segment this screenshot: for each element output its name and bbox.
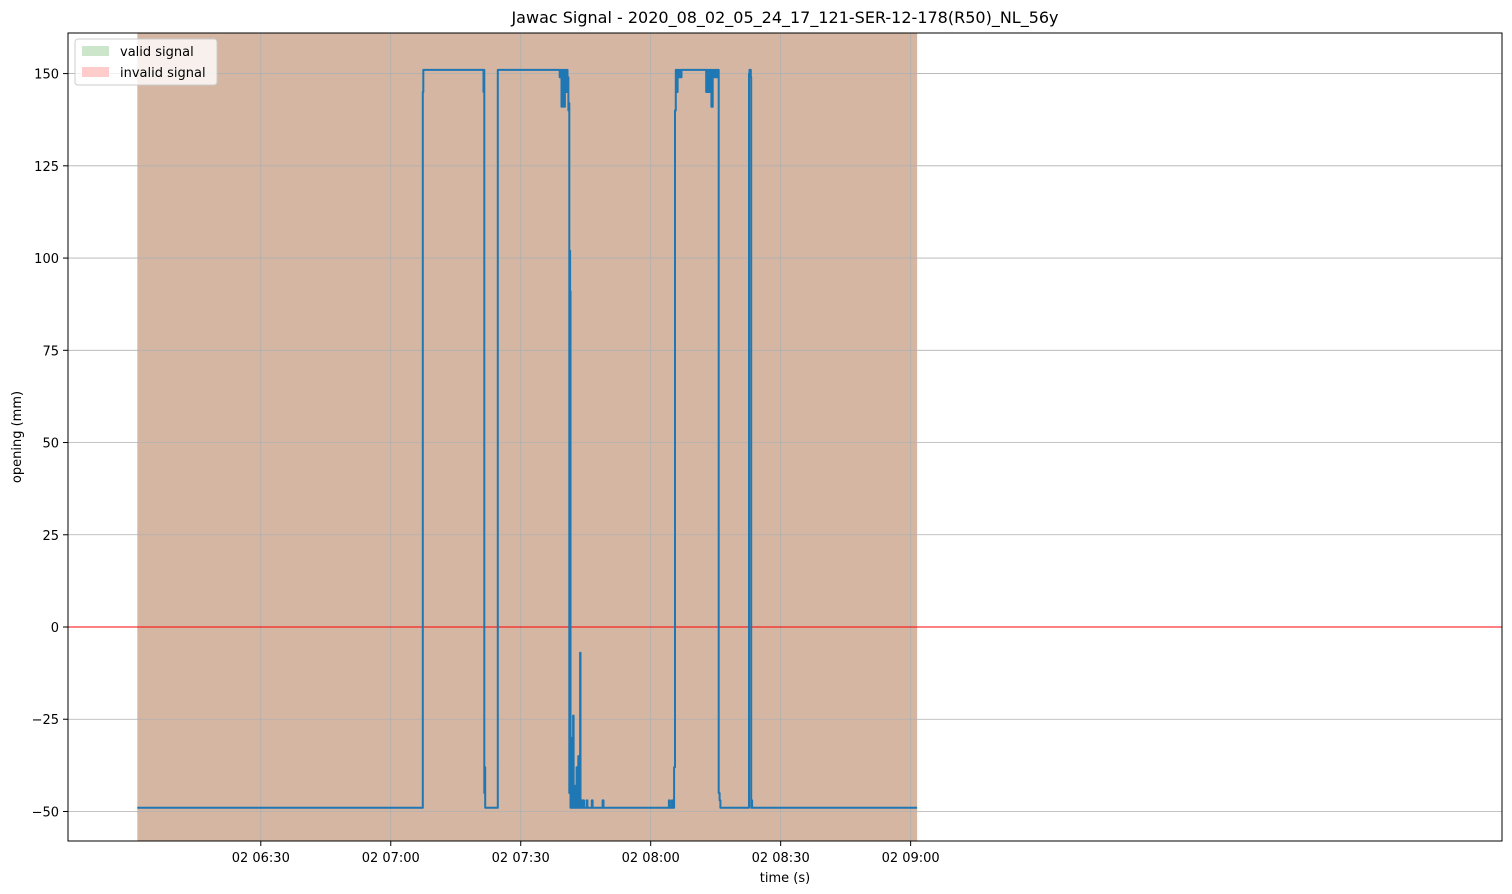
y-tick-label-6: 100 — [34, 252, 59, 267]
y-tick-label-4: 50 — [42, 437, 59, 452]
signal-region-band — [137, 33, 918, 841]
legend-swatch-0 — [82, 46, 109, 56]
x-tick-label-5: 02 09:00 — [882, 851, 940, 866]
legend-label-0: valid signal — [120, 45, 194, 60]
axes-frame — [67, 32, 1503, 842]
x-tick-label-3: 02 08:00 — [622, 851, 680, 866]
x-axis-label: time (s) — [760, 871, 810, 886]
legend-box — [74, 38, 218, 86]
y-tick-label-1: −25 — [32, 713, 59, 728]
series-line-0 — [137, 68, 918, 809]
x-tick-label-4: 02 08:30 — [752, 851, 810, 866]
y-tick-label-3: 25 — [42, 529, 59, 544]
legend-swatch-1 — [82, 67, 109, 77]
plot-area: 02 06:30 02 07:00 02 07:30 02 08:00 02 08:30… — [32, 32, 1503, 866]
y-tick-label-0: −50 — [32, 805, 59, 820]
y-axis-label: opening (mm) — [10, 391, 25, 483]
legend: valid signal invalid signal — [74, 38, 218, 86]
chart-title: Jawac Signal - 2020_08_02_05_24_17_121-S… — [510, 8, 1058, 28]
x-tick-label-2: 02 07:30 — [492, 851, 550, 866]
x-tick-label-0: 02 06:30 — [232, 851, 290, 866]
y-tick-label-7: 125 — [34, 160, 59, 175]
y-tick-label-2: 0 — [51, 621, 59, 636]
y-tick-label-8: 150 — [34, 68, 59, 83]
y-tick-label-5: 75 — [42, 344, 59, 359]
x-tick-label-1: 02 07:00 — [362, 851, 420, 866]
legend-label-1: invalid signal — [120, 66, 206, 81]
